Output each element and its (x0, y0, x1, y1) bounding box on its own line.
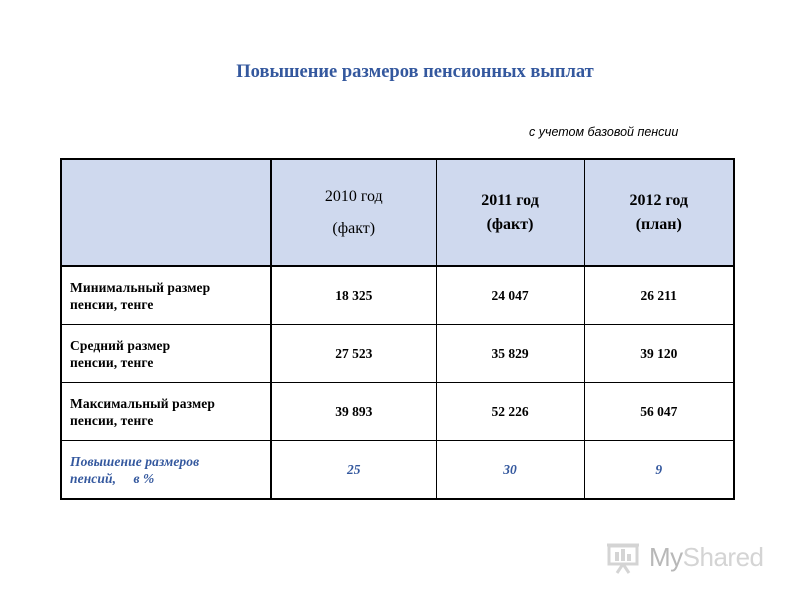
table-cell: 39 893 (270, 382, 437, 441)
row-label-line: пенсии, тенге (70, 412, 154, 428)
subtitle-note: с учетом базовой пенсии (529, 125, 679, 139)
row-label: Повышение размеров пенсий, в % (60, 440, 272, 500)
table-cell: 27 523 (270, 324, 437, 383)
watermark-text-a: My (649, 541, 683, 572)
page-title: Повышение размеров пенсионных выплат (236, 62, 594, 82)
presentation-board-icon (607, 543, 639, 574)
watermark-text-b: Shared (682, 541, 764, 572)
header-cell-2012: 2012 год (план) (583, 158, 735, 267)
row-label: Максимальный размер пенсии, тенге (60, 382, 272, 441)
watermark-text: MyShared (649, 542, 764, 573)
header-status: (факт) (486, 215, 534, 233)
table-cell: 18 325 (270, 265, 437, 325)
row-label-line: Повышение размеров (70, 453, 200, 469)
table-cell: 25 (270, 440, 437, 500)
row-label-line: Минимальный размер (70, 279, 211, 295)
pension-table: 2010 год (факт) 2011 год (факт) 2012 год… (60, 158, 735, 500)
table-row-increase-percent: Повышение размеров пенсий, в % 25 30 9 (60, 440, 735, 500)
header-year: 2012 год (629, 191, 689, 209)
table-cell: 56 047 (583, 382, 735, 441)
row-label: Минимальный размер пенсии, тенге (60, 265, 272, 325)
header-year: 2011 год (481, 191, 539, 209)
table-row-minimum: Минимальный размер пенсии, тенге 18 325 … (60, 265, 735, 325)
table-cell: 39 120 (583, 324, 735, 383)
header-year: 2010 год (324, 187, 383, 205)
table-row-maximum: Максимальный размер пенсии, тенге 39 893… (60, 382, 735, 441)
table-cell: 9 (583, 440, 735, 500)
row-label-line: пенсии, тенге (70, 296, 154, 312)
table-cell: 26 211 (583, 265, 735, 325)
row-label-line: пенсии, тенге (70, 354, 154, 370)
table-cell: 30 (435, 440, 585, 500)
header-empty-cell (60, 158, 272, 267)
row-label-line: пенсий, в % (70, 470, 155, 486)
table-cell: 52 226 (435, 382, 585, 441)
header-status: (план) (635, 215, 682, 233)
header-cell-2010: 2010 год (факт) (270, 158, 437, 267)
row-label-line: Средний размер (70, 337, 171, 353)
table-row-average: Средний размер пенсии, тенге 27 523 35 8… (60, 324, 735, 383)
header-cell-2011: 2011 год (факт) (435, 158, 585, 267)
row-label: Средний размер пенсии, тенге (60, 324, 272, 383)
myshared-watermark: MyShared (605, 540, 764, 574)
row-label-line: Максимальный размер (70, 395, 215, 411)
table-header-row: 2010 год (факт) 2011 год (факт) 2012 год… (60, 158, 735, 267)
table-cell: 35 829 (435, 324, 585, 383)
table-cell: 24 047 (435, 265, 585, 325)
header-status: (факт) (332, 219, 376, 237)
